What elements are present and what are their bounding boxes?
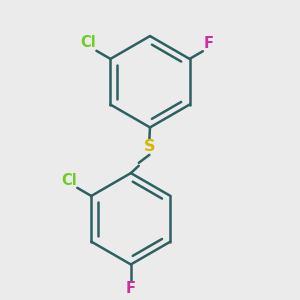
Text: Cl: Cl [61, 172, 77, 188]
Text: F: F [204, 36, 214, 51]
Text: F: F [126, 281, 136, 296]
Text: S: S [144, 139, 155, 154]
Text: Cl: Cl [80, 35, 96, 50]
